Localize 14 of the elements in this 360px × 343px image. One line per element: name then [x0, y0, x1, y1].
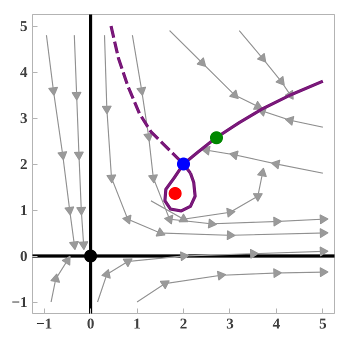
x-tick-label: 1 [133, 316, 141, 332]
y-tick-label: 1 [20, 203, 28, 219]
y-tick-label: 5 [20, 19, 28, 35]
x-tick-label: 0 [86, 316, 94, 332]
x-tick-label: −1 [36, 316, 52, 332]
x-tick-label: 4 [272, 316, 281, 332]
y-tick-label: −1 [11, 295, 28, 311]
x-tick-label: 2 [180, 316, 188, 332]
y-tick-label: 4 [20, 65, 28, 81]
x-tick-label: 5 [319, 316, 327, 332]
y-tick-label: 0 [20, 249, 28, 265]
y-tick-label: 2 [20, 157, 28, 173]
x-tick-label: 3 [226, 316, 234, 332]
y-tick-label: 3 [20, 111, 28, 127]
